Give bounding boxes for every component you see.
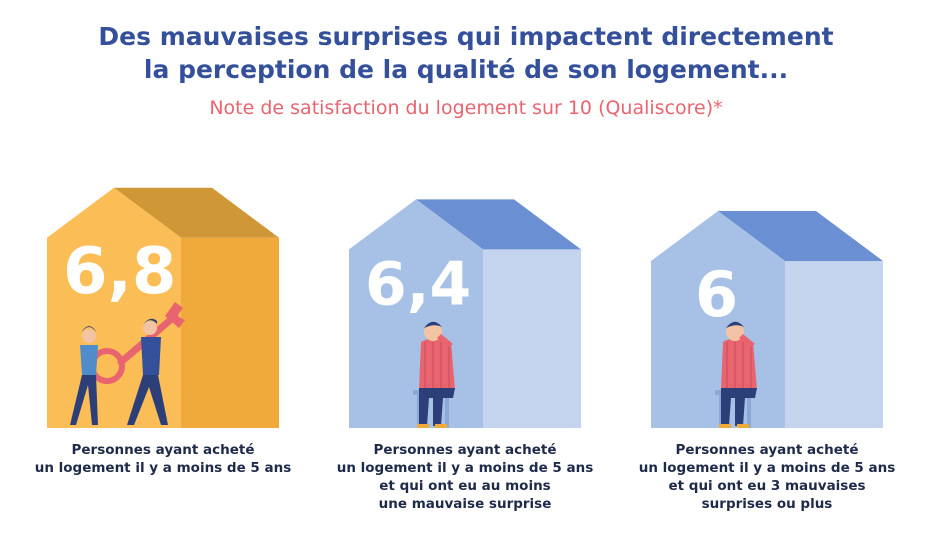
value-label: 6,8 bbox=[63, 235, 176, 309]
caption-line: une mauvaise surprise bbox=[378, 496, 552, 512]
house-roof bbox=[114, 187, 279, 238]
man-legs bbox=[127, 375, 168, 425]
stool-leg bbox=[445, 395, 449, 428]
caption-line: un logement il y a moins de 5 ans bbox=[638, 460, 896, 476]
arm bbox=[739, 334, 755, 348]
man-head bbox=[143, 321, 157, 335]
house-bar-1: 6,8 bbox=[47, 187, 279, 428]
sad-man-illustration bbox=[715, 321, 757, 428]
house-bar-2: 6,4 bbox=[349, 199, 581, 428]
shoe bbox=[719, 424, 731, 428]
shoe bbox=[737, 424, 749, 428]
key-bit bbox=[165, 302, 185, 328]
caption-line: et qui ont eu 3 mauvaises bbox=[668, 478, 866, 494]
man-hair bbox=[726, 321, 744, 328]
shirt bbox=[721, 338, 757, 390]
woman-body bbox=[80, 345, 98, 375]
woman-legs bbox=[70, 375, 98, 425]
category-caption-2: Personnes ayant acheté un logement il y a… bbox=[315, 441, 615, 513]
chart-subtitle: Note de satisfaction du logement sur 10 … bbox=[209, 97, 723, 119]
man-head bbox=[424, 323, 442, 341]
caption-line: surprises ou plus bbox=[701, 496, 833, 512]
woman-head bbox=[82, 329, 96, 343]
caption-line: Personnes ayant acheté bbox=[71, 442, 255, 458]
woman-hair bbox=[82, 326, 96, 332]
chart-title-line-1: Des mauvaises surprises qui impactent di… bbox=[98, 22, 834, 51]
value-label: 6 bbox=[695, 258, 738, 331]
caption-line: un logement il y a moins de 5 ans bbox=[336, 460, 594, 476]
people-with-key-illustration bbox=[70, 302, 185, 425]
arm bbox=[437, 334, 453, 348]
caption-line: un logement il y a moins de 5 ans bbox=[34, 460, 292, 476]
category-caption-3: Personnes ayant acheté un logement il y a… bbox=[617, 441, 917, 513]
house-roof bbox=[718, 211, 883, 261]
stool-leg bbox=[747, 395, 751, 428]
house-roof bbox=[416, 199, 581, 250]
man-head bbox=[726, 323, 744, 341]
value-label: 6,4 bbox=[365, 249, 471, 319]
man-hair bbox=[143, 318, 157, 325]
shoe bbox=[417, 424, 429, 428]
man-hair bbox=[424, 321, 442, 328]
house-bar-3: 6 bbox=[651, 211, 883, 428]
house-side-wall bbox=[483, 249, 581, 428]
trousers bbox=[419, 388, 455, 426]
caption-line: et qui ont eu au moins bbox=[379, 478, 551, 494]
sad-man-illustration bbox=[413, 321, 455, 428]
man-body bbox=[141, 337, 161, 375]
shoe bbox=[435, 424, 447, 428]
trousers bbox=[721, 388, 757, 426]
caption-line: Personnes ayant acheté bbox=[373, 442, 557, 458]
category-caption-1: Personnes ayant acheté un logement il y a… bbox=[13, 441, 313, 477]
house-side-wall bbox=[181, 237, 279, 428]
shirt bbox=[419, 338, 455, 390]
caption-line: Personnes ayant acheté bbox=[675, 442, 859, 458]
chart-title-line-2: la perception de la qualité de son logem… bbox=[143, 55, 789, 84]
house-side-wall bbox=[785, 261, 883, 428]
